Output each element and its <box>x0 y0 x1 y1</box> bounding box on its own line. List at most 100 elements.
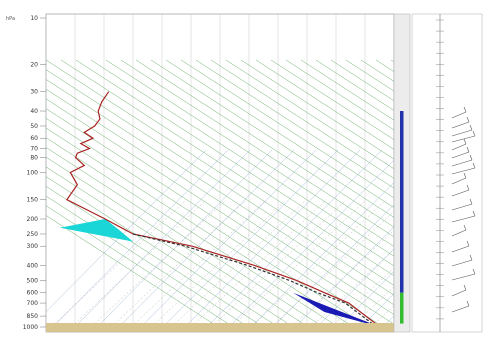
mixing-ratio-line <box>46 199 187 332</box>
wind-barb-flag <box>469 254 473 261</box>
mixing-ratio-line <box>165 199 307 332</box>
dry-adiabat-line <box>120 59 394 238</box>
pressure-tick-label: 50 <box>30 123 38 130</box>
pressure-tick-label: 80 <box>30 155 38 162</box>
isotherm-line <box>91 149 273 332</box>
pressure-tick-label: 10 <box>30 15 38 22</box>
wind-barb-flag <box>466 184 470 191</box>
pressure-tick-label: 500 <box>27 277 39 284</box>
dry-adiabat-line <box>135 59 394 228</box>
isotherm-line <box>179 149 361 332</box>
dry-adiabat-line <box>105 59 394 247</box>
dry-adiabat-line <box>46 88 394 315</box>
wind-barb-staff <box>451 289 467 297</box>
wind-barb-staff <box>451 135 476 143</box>
profile-lines <box>65 91 381 328</box>
isotherm-line <box>201 149 383 332</box>
wind-barb-staff <box>451 229 467 237</box>
dry-adiabat-line <box>46 137 347 332</box>
pressure-tick-label: 40 <box>30 108 38 115</box>
side-bars <box>400 111 404 324</box>
dry-adiabat-line <box>270 59 394 140</box>
dry-adiabat-line <box>75 59 394 267</box>
isotherm-line <box>46 149 207 313</box>
isotherms <box>46 149 394 332</box>
pressure-tick-label: 400 <box>27 263 39 270</box>
wind-barb-staff <box>451 143 467 151</box>
temperature-profile-line <box>65 91 381 328</box>
side-bar <box>400 292 404 324</box>
isotherm-line <box>223 159 394 332</box>
wind-barb-staff <box>451 259 473 267</box>
dry-adiabat-line <box>60 59 394 276</box>
dry-adiabat-line <box>46 186 272 332</box>
wind-barb-flag <box>466 240 470 247</box>
pressure-tick-label: 30 <box>30 89 38 96</box>
wind-barb-staff <box>451 189 470 197</box>
dry-adiabat-line <box>46 147 332 332</box>
wind-barb-flag <box>463 224 467 231</box>
pressure-tick-label: 200 <box>27 216 39 223</box>
dry-adiabat-line <box>46 108 392 332</box>
dry-adiabat-line <box>300 59 394 121</box>
pressure-tick-label: 300 <box>27 243 39 250</box>
wind-barb-staff <box>451 111 467 119</box>
mixing-ratio-line <box>145 199 287 332</box>
pressure-tick-label: 150 <box>27 197 39 204</box>
wind-barbs <box>451 106 476 313</box>
wind-barb-staff <box>451 159 473 167</box>
isotherm-line <box>135 149 317 332</box>
blue-shaded-area <box>293 292 381 327</box>
isotherm-line <box>333 271 394 332</box>
isotherm-line <box>157 149 339 332</box>
mixing-ratio-line <box>85 199 227 332</box>
ground-band <box>46 323 394 332</box>
wind-barb-flag <box>469 154 473 161</box>
wind-barb-flag <box>463 172 467 179</box>
dry-adiabat-line <box>46 176 287 332</box>
wind-barb-staff <box>451 245 470 253</box>
dry-adiabat-line <box>210 59 394 179</box>
wind-panel <box>411 13 483 333</box>
pressure-tick-label: 70 <box>30 146 38 153</box>
wind-barb-staff <box>451 121 470 129</box>
pressure-tick-label: 700 <box>27 300 39 307</box>
dry-adiabat-line <box>180 59 394 199</box>
dry-adiabat-line <box>46 156 317 332</box>
mixing-ratio-line <box>345 286 394 332</box>
wind-barb-flag <box>472 210 476 217</box>
mixing-ratio-line <box>285 229 394 332</box>
pressure-tick-label: 20 <box>30 62 38 69</box>
mixing-ratio-line <box>365 305 394 332</box>
cyan-shaded-area <box>59 219 133 242</box>
dry-adiabat-line <box>46 79 394 306</box>
dry-adiabat-line <box>46 59 394 286</box>
wind-barb-flag <box>472 268 476 275</box>
wind-barb-flag <box>466 116 470 123</box>
wind-panel-ticks <box>436 19 444 320</box>
mixing-ratio-line <box>245 199 387 332</box>
dry-adiabat-line <box>46 118 377 332</box>
mixing-ratio-line <box>325 267 394 332</box>
wind-barb-staff <box>451 273 476 281</box>
isotherm-line <box>69 149 251 332</box>
wind-barb-flag <box>466 300 470 307</box>
mixing-ratio-line <box>125 199 267 332</box>
wind-barb-staff <box>451 203 473 211</box>
wind-barb-staff <box>451 129 473 137</box>
wind-barb-flag <box>469 198 473 205</box>
pressure-tick-label: 250 <box>27 231 39 238</box>
wind-barb-staff <box>451 305 470 313</box>
mixing-ratio-line <box>265 211 394 332</box>
wind-barb-staff <box>451 167 476 175</box>
wind-barb-flag <box>472 130 476 137</box>
dry-adiabat-line <box>165 59 394 208</box>
dry-adiabat-line <box>46 166 302 332</box>
mixing-ratio-line <box>65 199 207 332</box>
axis-units-label: hPa <box>6 16 15 22</box>
dry-adiabat-line <box>46 98 394 325</box>
dry-adiabat-line <box>195 59 394 189</box>
isotherm-line <box>245 182 394 332</box>
wind-barb-flag <box>472 162 476 169</box>
